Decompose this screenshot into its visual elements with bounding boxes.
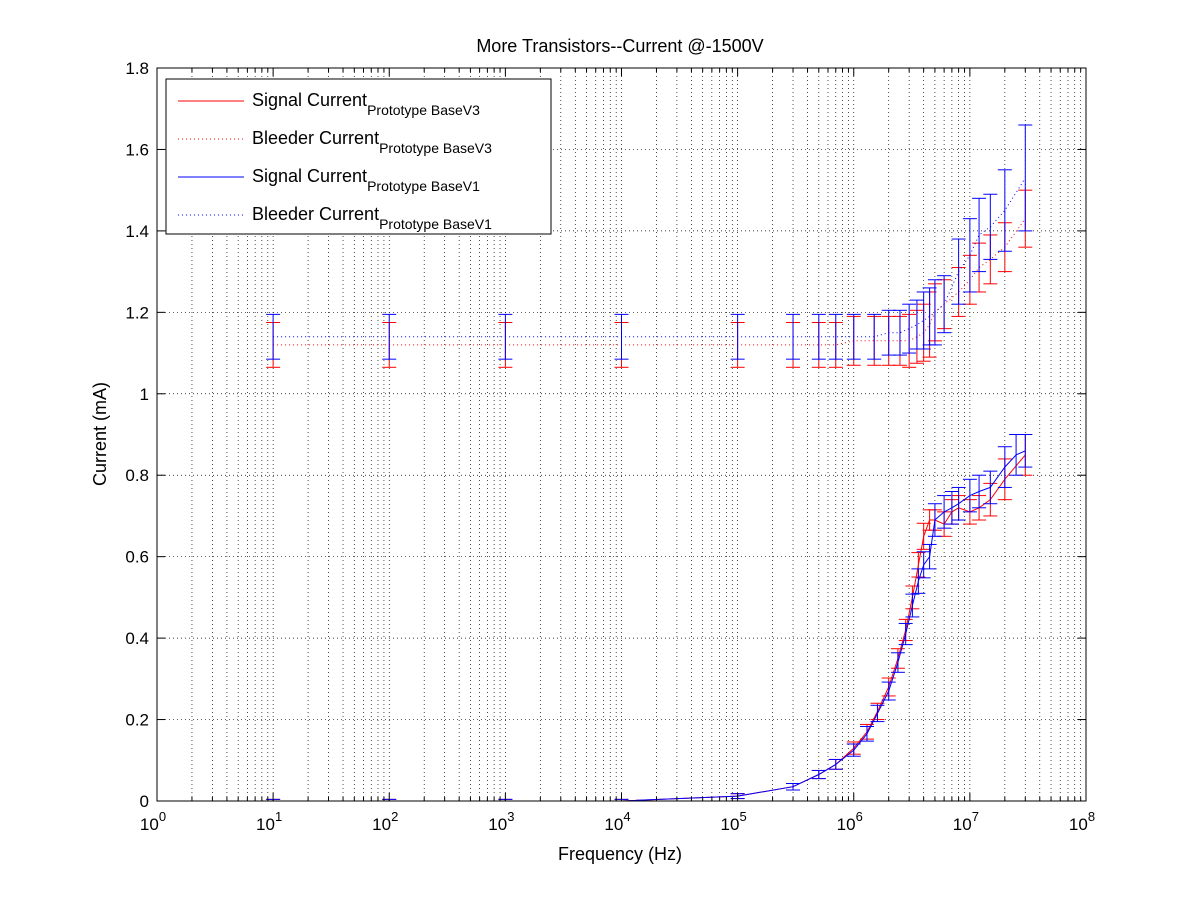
x-tick-base: 10: [1069, 815, 1088, 834]
x-tick-exponent: 6: [856, 809, 863, 824]
y-tick-label: 0: [140, 792, 149, 811]
series-line: [273, 450, 1026, 801]
legend-entry-subscript: Prototype BaseV3: [379, 140, 492, 156]
x-tick-base: 10: [256, 815, 275, 834]
x-tick-base: 10: [372, 815, 391, 834]
x-tick-label: 106: [837, 809, 863, 834]
x-tick-base: 10: [837, 815, 856, 834]
legend-entry-main: Bleeder Current: [252, 204, 379, 224]
y-tick-label: 0.2: [125, 711, 149, 730]
x-tick-exponent: 0: [159, 809, 166, 824]
legend-box: [165, 78, 552, 235]
x-tick-labels: 100 101 102 103 104 105 106 107 108: [140, 809, 1095, 834]
x-tick-label: 101: [256, 809, 282, 834]
series-layer: [266, 124, 1033, 801]
y-tick-label: 0.4: [125, 629, 149, 648]
axis-ticks: [157, 67, 1086, 802]
x-tick-base: 10: [488, 815, 507, 834]
x-tick-base: 10: [604, 815, 623, 834]
x-tick-label: 100: [140, 809, 166, 834]
x-tick-exponent: 1: [275, 809, 282, 824]
x-tick-base: 10: [721, 815, 740, 834]
x-tick-label: 105: [721, 809, 747, 834]
x-tick-label: 102: [372, 809, 398, 834]
y-tick-label: 1.6: [125, 140, 149, 159]
x-tick-base: 10: [140, 815, 159, 834]
y-tick-label: 0.6: [125, 548, 149, 567]
legend-entry-subscript: Prototype BaseV1: [367, 178, 480, 194]
y-tick-labels: 0 0.2 0.4 0.6 0.8 1 1.2 1.4 1.6 1.8: [125, 59, 149, 811]
x-tick-exponent: 5: [739, 809, 746, 824]
legend-entry-label: Signal CurrentPrototype BaseV3: [252, 90, 480, 118]
chart-title: More Transistors--Current @-1500V: [476, 36, 763, 56]
legend-entry-main: Signal Current: [252, 90, 367, 110]
legend-entry-label: Bleeder CurrentPrototype BaseV3: [252, 128, 492, 156]
x-tick-exponent: 2: [391, 809, 398, 824]
series-3: [266, 434, 1033, 801]
y-tick-label: 1.4: [125, 222, 149, 241]
series-4: [266, 124, 1033, 360]
x-tick-exponent: 3: [507, 809, 514, 824]
y-tick-label: 0.8: [125, 466, 149, 485]
x-tick-label: 108: [1069, 809, 1095, 834]
legend-entry-main: Signal Current: [252, 166, 367, 186]
x-tick-label: 104: [604, 809, 630, 834]
y-tick-label: 1: [140, 385, 149, 404]
x-axis-label: Frequency (Hz): [558, 844, 682, 864]
x-tick-exponent: 4: [623, 809, 630, 824]
legend-entry-label: Bleeder CurrentPrototype BaseV1: [252, 204, 492, 232]
legend-entry-subscript: Prototype BaseV3: [367, 102, 480, 118]
x-tick-label: 107: [953, 809, 979, 834]
x-tick-exponent: 7: [972, 809, 979, 824]
series-line: [273, 177, 1026, 338]
x-tick-base: 10: [953, 815, 972, 834]
y-tick-label: 1.2: [125, 303, 149, 322]
x-tick-exponent: 8: [1088, 809, 1095, 824]
y-axis-label: Current (mA): [90, 382, 110, 486]
legend-entry-main: Bleeder Current: [252, 128, 379, 148]
x-tick-label: 103: [488, 809, 514, 834]
legend-entry-subscript: Prototype BaseV1: [379, 216, 492, 232]
legend-entry-label: Signal CurrentPrototype BaseV1: [252, 166, 480, 194]
y-tick-label: 1.8: [125, 59, 149, 78]
grid-lines: [157, 68, 1086, 801]
